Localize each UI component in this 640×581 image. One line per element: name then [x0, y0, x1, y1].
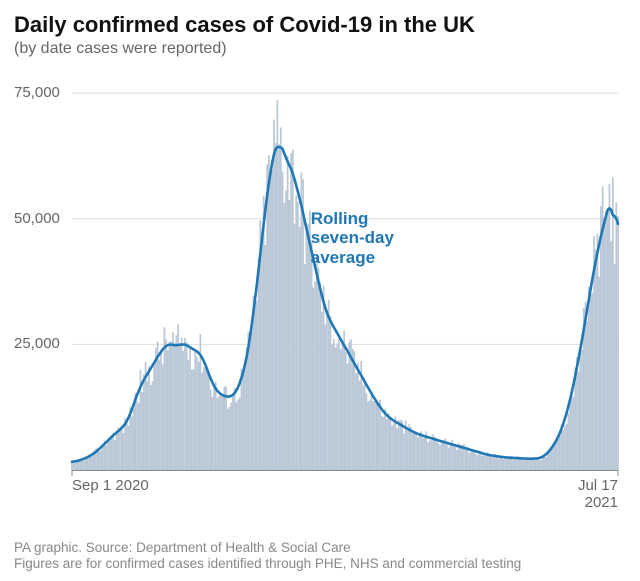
chart-svg	[14, 64, 626, 514]
chart-container: Daily confirmed cases of Covid-19 in the…	[0, 0, 640, 581]
y-tick-label: 25,000	[14, 335, 60, 352]
footer-note: Figures are for confirmed cases identifi…	[14, 556, 521, 571]
y-tick-label: 75,000	[14, 84, 60, 101]
x-tick-label: Jul 17 2021	[578, 478, 618, 511]
y-tick-label: 50,000	[14, 210, 60, 227]
plot-area: 25,000 50,000 75,000 Sep 1 2020 Jul 17 2021 R…	[14, 64, 626, 514]
footer-source: PA graphic. Source: Department of Health…	[14, 540, 351, 555]
chart-title: Daily confirmed cases of Covid-19 in the…	[14, 12, 475, 38]
chart-subtitle: (by date cases were reported)	[14, 40, 227, 58]
x-tick-label: Sep 1 2020	[72, 478, 149, 495]
rolling-avg-annotation: Rolling seven-day average	[311, 209, 394, 268]
